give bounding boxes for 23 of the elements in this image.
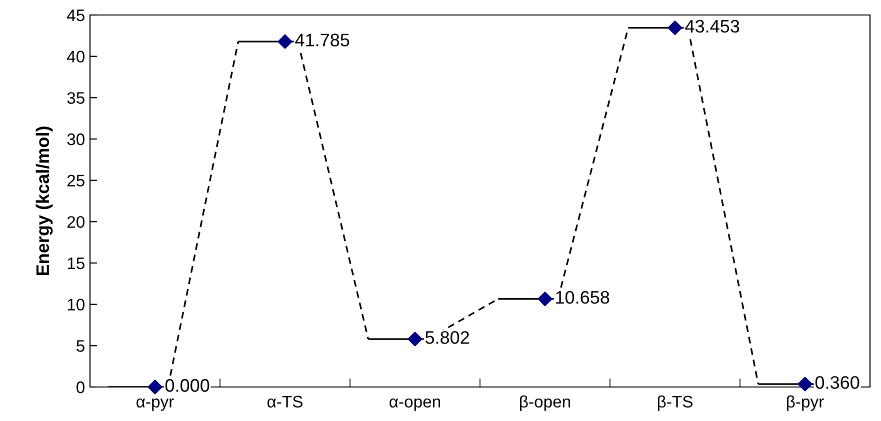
- x-tick-label: β-open: [520, 395, 570, 411]
- y-tick-label: 10: [68, 298, 84, 311]
- data-label: 0.360: [815, 376, 860, 389]
- y-tick-label: 0: [76, 381, 84, 394]
- y-tick-label: 20: [67, 216, 84, 228]
- y-tick-label: 35: [67, 92, 84, 104]
- data-label: 10.658: [556, 290, 610, 304]
- x-tick-label: α-TS: [267, 396, 302, 408]
- x-tick-label: β-pyr: [787, 395, 824, 411]
- y-tick-label: 25: [67, 174, 84, 187]
- y-tick-label: 45: [66, 10, 84, 22]
- y-tick-label: 30: [67, 133, 84, 146]
- y-tick-label: 5: [76, 340, 84, 352]
- x-tick-label: α-pyr: [136, 398, 174, 411]
- x-tick-label: β-TS: [658, 395, 692, 411]
- y-tick-label: 15: [68, 258, 84, 270]
- data-label: 41.785: [295, 34, 350, 46]
- data-label: 5.802: [425, 331, 469, 344]
- x-tick-label: α-open: [390, 398, 440, 411]
- data-label: 43.453: [685, 20, 740, 33]
- data-label: 0.000: [165, 379, 210, 392]
- y-tick-label: 40: [66, 50, 84, 63]
- y-axis-title: Energy (kcal/mol): [36, 126, 53, 276]
